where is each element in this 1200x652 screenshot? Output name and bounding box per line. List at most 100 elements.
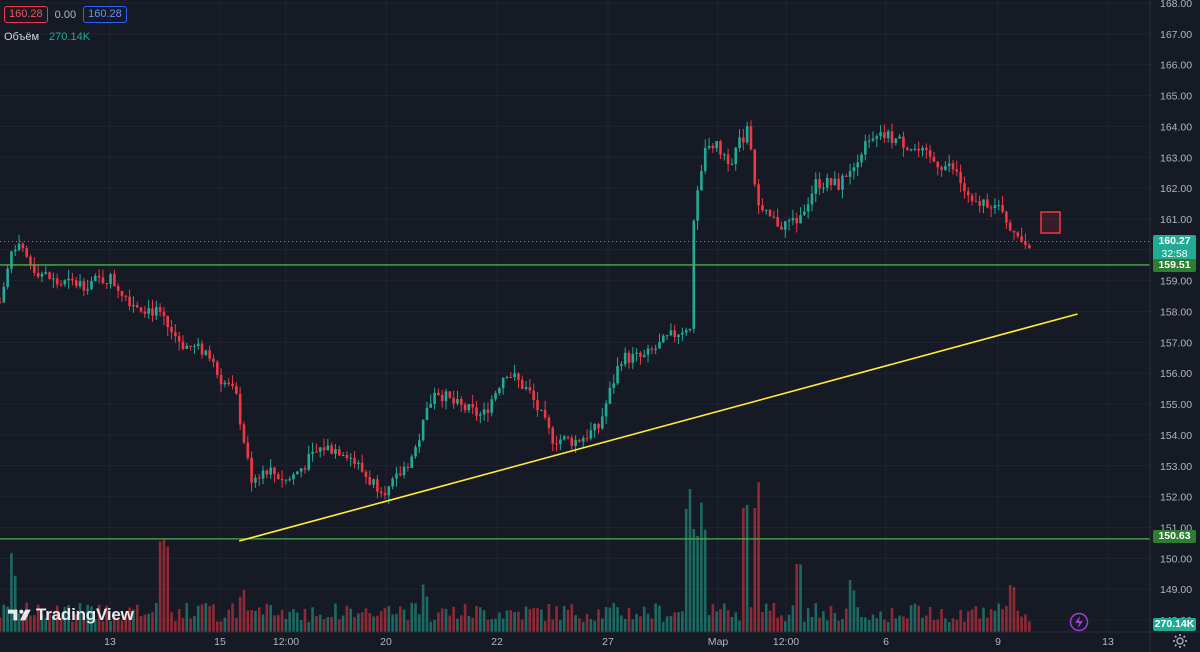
candle-body bbox=[223, 382, 227, 385]
volume-bar bbox=[193, 616, 196, 632]
tradingview-logo[interactable]: TradingView bbox=[8, 605, 134, 625]
candle-body bbox=[326, 445, 330, 451]
highlight-box[interactable] bbox=[1040, 211, 1061, 234]
candle-body bbox=[166, 315, 170, 328]
candle-body bbox=[120, 290, 124, 296]
volume-bar bbox=[235, 617, 238, 632]
volume-bar bbox=[1016, 610, 1020, 632]
volume-bar bbox=[78, 603, 82, 632]
volume-bar bbox=[48, 613, 51, 632]
candle-body bbox=[437, 392, 440, 395]
candle-body bbox=[467, 404, 471, 411]
volume-bar bbox=[570, 604, 574, 632]
trendline[interactable] bbox=[238, 313, 1078, 542]
volume-bar bbox=[921, 617, 924, 632]
volume-bar bbox=[986, 617, 989, 632]
volume-bar bbox=[909, 605, 913, 632]
candle-body bbox=[505, 377, 509, 379]
volume-bar bbox=[280, 609, 284, 632]
drawings[interactable] bbox=[0, 211, 1150, 542]
candle-body bbox=[982, 199, 985, 206]
candle-body bbox=[776, 216, 779, 227]
volume-bar bbox=[856, 607, 860, 632]
volume-bar bbox=[299, 620, 303, 632]
candle-body bbox=[406, 466, 410, 469]
candle-body bbox=[296, 471, 299, 475]
candle-body bbox=[372, 479, 375, 485]
volume-bar bbox=[372, 616, 375, 632]
time-tick-label: 13 bbox=[104, 636, 116, 648]
volume-bar bbox=[505, 610, 509, 632]
lightning-icon[interactable] bbox=[1069, 612, 1089, 632]
volume-bar bbox=[681, 611, 684, 632]
volume-bar bbox=[101, 621, 105, 632]
level-tag-upper[interactable]: 159.51 bbox=[1153, 259, 1196, 272]
candle-body bbox=[78, 281, 82, 287]
gear-icon[interactable] bbox=[1172, 633, 1188, 649]
volume-bar bbox=[337, 619, 341, 632]
volume-bar bbox=[848, 579, 852, 632]
volume-bar bbox=[936, 619, 940, 632]
candle-body bbox=[273, 467, 276, 475]
candle-body bbox=[597, 423, 600, 429]
candle-body bbox=[566, 436, 570, 438]
volume-bar bbox=[395, 613, 398, 632]
candle-body bbox=[578, 439, 581, 442]
candle-body bbox=[410, 456, 413, 469]
volume-bar bbox=[204, 603, 208, 632]
level-tag-lower[interactable]: 150.63 bbox=[1153, 530, 1196, 543]
candle-body bbox=[501, 377, 505, 389]
volume-bar bbox=[787, 614, 791, 632]
volume-bar bbox=[574, 615, 577, 632]
volume-bar bbox=[810, 616, 814, 632]
candle-body bbox=[257, 477, 261, 479]
volume-bar bbox=[189, 618, 192, 632]
candle-body bbox=[63, 280, 67, 285]
candle-body bbox=[147, 308, 150, 314]
volume-bar bbox=[246, 610, 250, 632]
time-axis[interactable]: 13 15 12:00 20 22 27 Мар 12:00 6 9 13 bbox=[0, 631, 1200, 648]
candle-body bbox=[722, 154, 726, 156]
candle-body bbox=[265, 470, 269, 475]
volume-bar bbox=[982, 607, 985, 632]
volume-bar bbox=[467, 615, 471, 632]
candle-body bbox=[208, 350, 211, 359]
candle-body bbox=[593, 423, 596, 431]
candle-body bbox=[6, 268, 9, 287]
candle-body bbox=[684, 330, 688, 333]
price-axis[interactable]: 168.00 167.00 166.00 165.00 164.00 163.00 162.… bbox=[1149, 0, 1200, 652]
candle-body bbox=[745, 126, 749, 143]
volume-bar bbox=[414, 603, 417, 632]
volume-bar bbox=[513, 612, 516, 632]
volume-legend[interactable]: Объём 270.14K bbox=[4, 31, 90, 43]
volume-bar bbox=[1012, 587, 1016, 632]
volume-bar bbox=[562, 605, 566, 632]
candle-body bbox=[353, 457, 356, 464]
time-tick-label: 27 bbox=[602, 636, 614, 648]
time-tick-label: 22 bbox=[491, 636, 503, 648]
candle-body bbox=[86, 289, 89, 291]
price-tick-label: 163.00 bbox=[1160, 152, 1192, 164]
candle-body bbox=[379, 491, 383, 494]
candle-body bbox=[48, 272, 51, 280]
candle-body bbox=[21, 243, 25, 249]
volume-bar bbox=[200, 604, 204, 632]
volume-bar bbox=[36, 604, 40, 632]
volume-bar bbox=[551, 619, 555, 632]
candle-body bbox=[669, 330, 673, 336]
volume-bar bbox=[540, 609, 543, 632]
volume-bar bbox=[376, 615, 379, 632]
volume-bar bbox=[94, 619, 97, 632]
volume-bar bbox=[898, 615, 901, 632]
volume-bar bbox=[55, 605, 59, 632]
candle-body bbox=[673, 330, 677, 337]
candle-body bbox=[944, 165, 947, 170]
candle-body bbox=[738, 137, 741, 148]
candle-body bbox=[97, 275, 101, 278]
volume-bar bbox=[673, 612, 677, 632]
candle-body bbox=[795, 218, 799, 224]
volume-bar bbox=[158, 541, 162, 632]
candle-body bbox=[490, 399, 494, 413]
candle-body bbox=[433, 392, 436, 404]
